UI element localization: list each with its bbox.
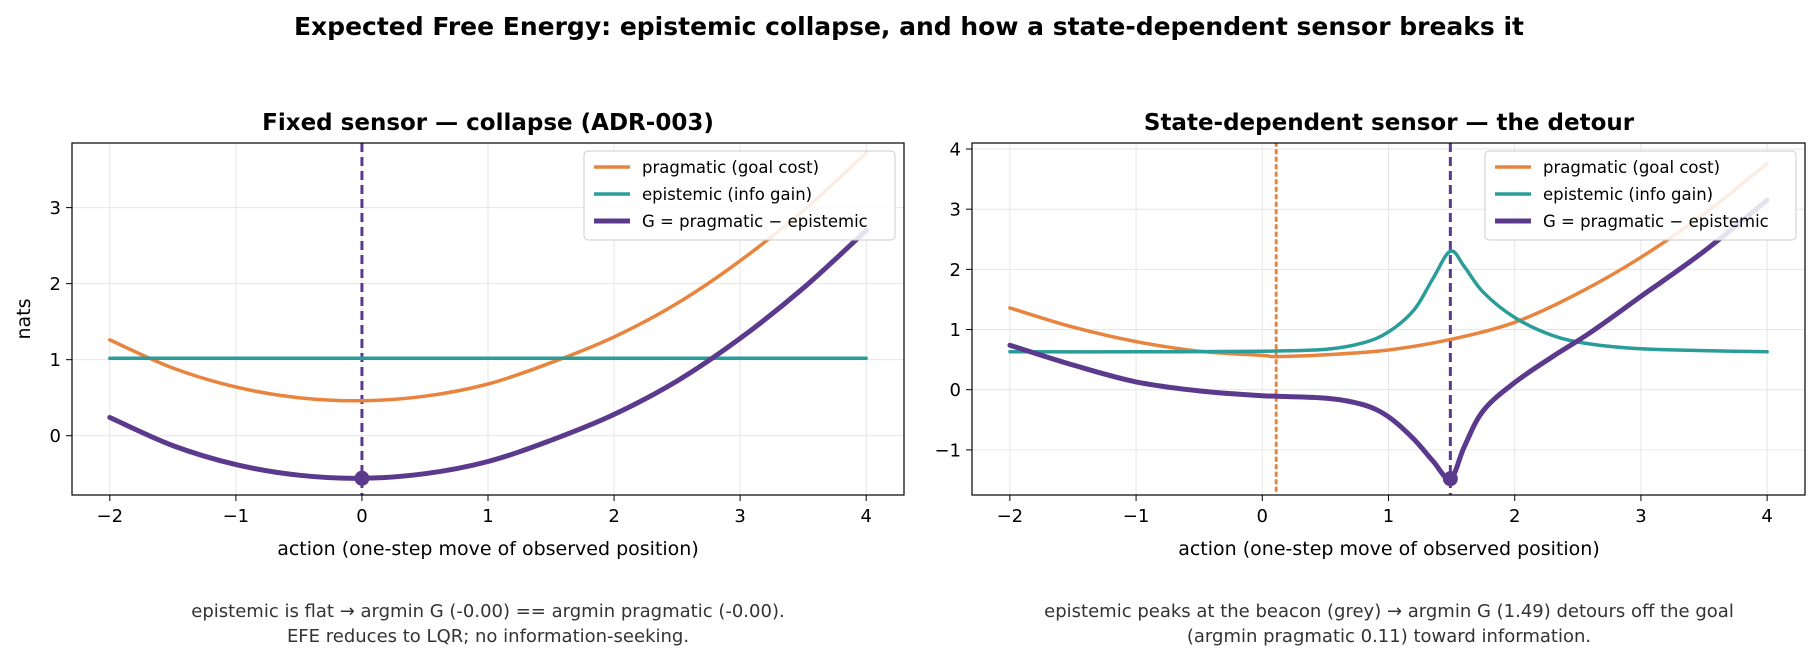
legend-fixed-sensor: pragmatic (goal cost) epistemic (info ga…: [583, 150, 896, 241]
panel-title-state-dependent-sensor: State-dependent sensor — the detour: [1144, 110, 1635, 136]
x-tick-label: 2: [1509, 506, 1520, 527]
x-tick-label: −2: [97, 506, 124, 527]
legend-box-fixed-sensor: [583, 150, 896, 241]
caption-line-1-fixed-sensor: epistemic is flat → argmin G (-0.00) == …: [191, 601, 784, 622]
y-tick-label: 0: [950, 380, 961, 401]
x-axis-label-state-dependent-sensor: action (one-step move of observed positi…: [1178, 538, 1600, 560]
legend-box-state-dependent-sensor: [1484, 150, 1797, 241]
legend-label-epistemic: epistemic (info gain): [642, 185, 812, 204]
x-tick-label: −1: [1123, 506, 1150, 527]
y-tick-label: 3: [50, 198, 61, 219]
figure-title: Expected Free Energy: epistemic collapse…: [294, 12, 1524, 41]
caption-line-1-state-dependent-sensor: epistemic peaks at the beacon (grey) → a…: [1044, 601, 1734, 622]
plot-fixed-sensor: [107, 143, 869, 495]
x-tick-label: 1: [482, 506, 493, 527]
series-line-pragmatic-fixed-sensor: [108, 151, 868, 403]
y-tick-label: −1: [934, 440, 961, 461]
y-tick-label: 1: [50, 350, 61, 371]
x-tick-label: 3: [1635, 506, 1646, 527]
y-tick-label: 0: [50, 426, 61, 447]
panel-fixed-sensor: Fixed sensor — collapse (ADR-003) −2 −1 0 1…: [13, 110, 905, 647]
x-tick-label: 0: [356, 506, 367, 527]
x-tick-label: −1: [223, 506, 250, 527]
legend-label-epistemic: epistemic (info gain): [1543, 185, 1713, 204]
panel-title-fixed-sensor: Fixed sensor — collapse (ADR-003): [262, 110, 714, 136]
plot-state-dependent-sensor: [1007, 143, 1770, 495]
y-tick-label: 4: [950, 140, 961, 161]
y-tick-label: 3: [950, 200, 961, 221]
caption-line-2-fixed-sensor: EFE reduces to LQR; no information-seeki…: [287, 626, 689, 647]
x-tick-label: 0: [1257, 506, 1268, 527]
panel-state-dependent-sensor: State-dependent sensor — the detour −2 −1…: [934, 110, 1806, 647]
series-line-G-state-dependent-sensor: [1007, 197, 1770, 482]
legend-label-G: G = pragmatic − epistemic: [1543, 212, 1769, 231]
ticks-fixed-sensor: −2 −1 0 1 2 3 4 0 1 2 3: [50, 198, 872, 527]
x-tick-label: 1: [1383, 506, 1394, 527]
x-tick-label: 4: [860, 506, 871, 527]
y-tick-label: 1: [950, 320, 961, 341]
series-line-epistemic-state-dependent-sensor: [1008, 249, 1769, 354]
x-axis-label-fixed-sensor: action (one-step move of observed positi…: [277, 538, 699, 560]
x-tick-label: −2: [997, 506, 1024, 527]
series-line-G-fixed-sensor: [107, 227, 869, 481]
y-tick-label: 2: [50, 274, 61, 295]
caption-line-2-state-dependent-sensor: (argmin pragmatic 0.11) toward informati…: [1187, 626, 1591, 647]
legend-state-dependent-sensor: pragmatic (goal cost) epistemic (info ga…: [1484, 150, 1797, 241]
y-tick-label: 2: [950, 260, 961, 281]
y-axis-label-fixed-sensor: nats: [13, 298, 35, 339]
legend-label-G: G = pragmatic − epistemic: [642, 212, 868, 231]
argmin-marker-fixed-sensor: [354, 470, 370, 486]
series-line-pragmatic-state-dependent-sensor: [1008, 161, 1769, 359]
argmin-marker-state-dependent-sensor: [1442, 471, 1458, 487]
x-tick-label: 4: [1761, 506, 1772, 527]
legend-label-pragmatic: pragmatic (goal cost): [1543, 158, 1720, 177]
x-tick-label: 3: [734, 506, 745, 527]
legend-label-pragmatic: pragmatic (goal cost): [642, 158, 819, 177]
ticks-state-dependent-sensor: −2 −1 0 1 2 3 4 −1 0 1 2 3 4: [934, 140, 1772, 527]
x-tick-label: 2: [608, 506, 619, 527]
